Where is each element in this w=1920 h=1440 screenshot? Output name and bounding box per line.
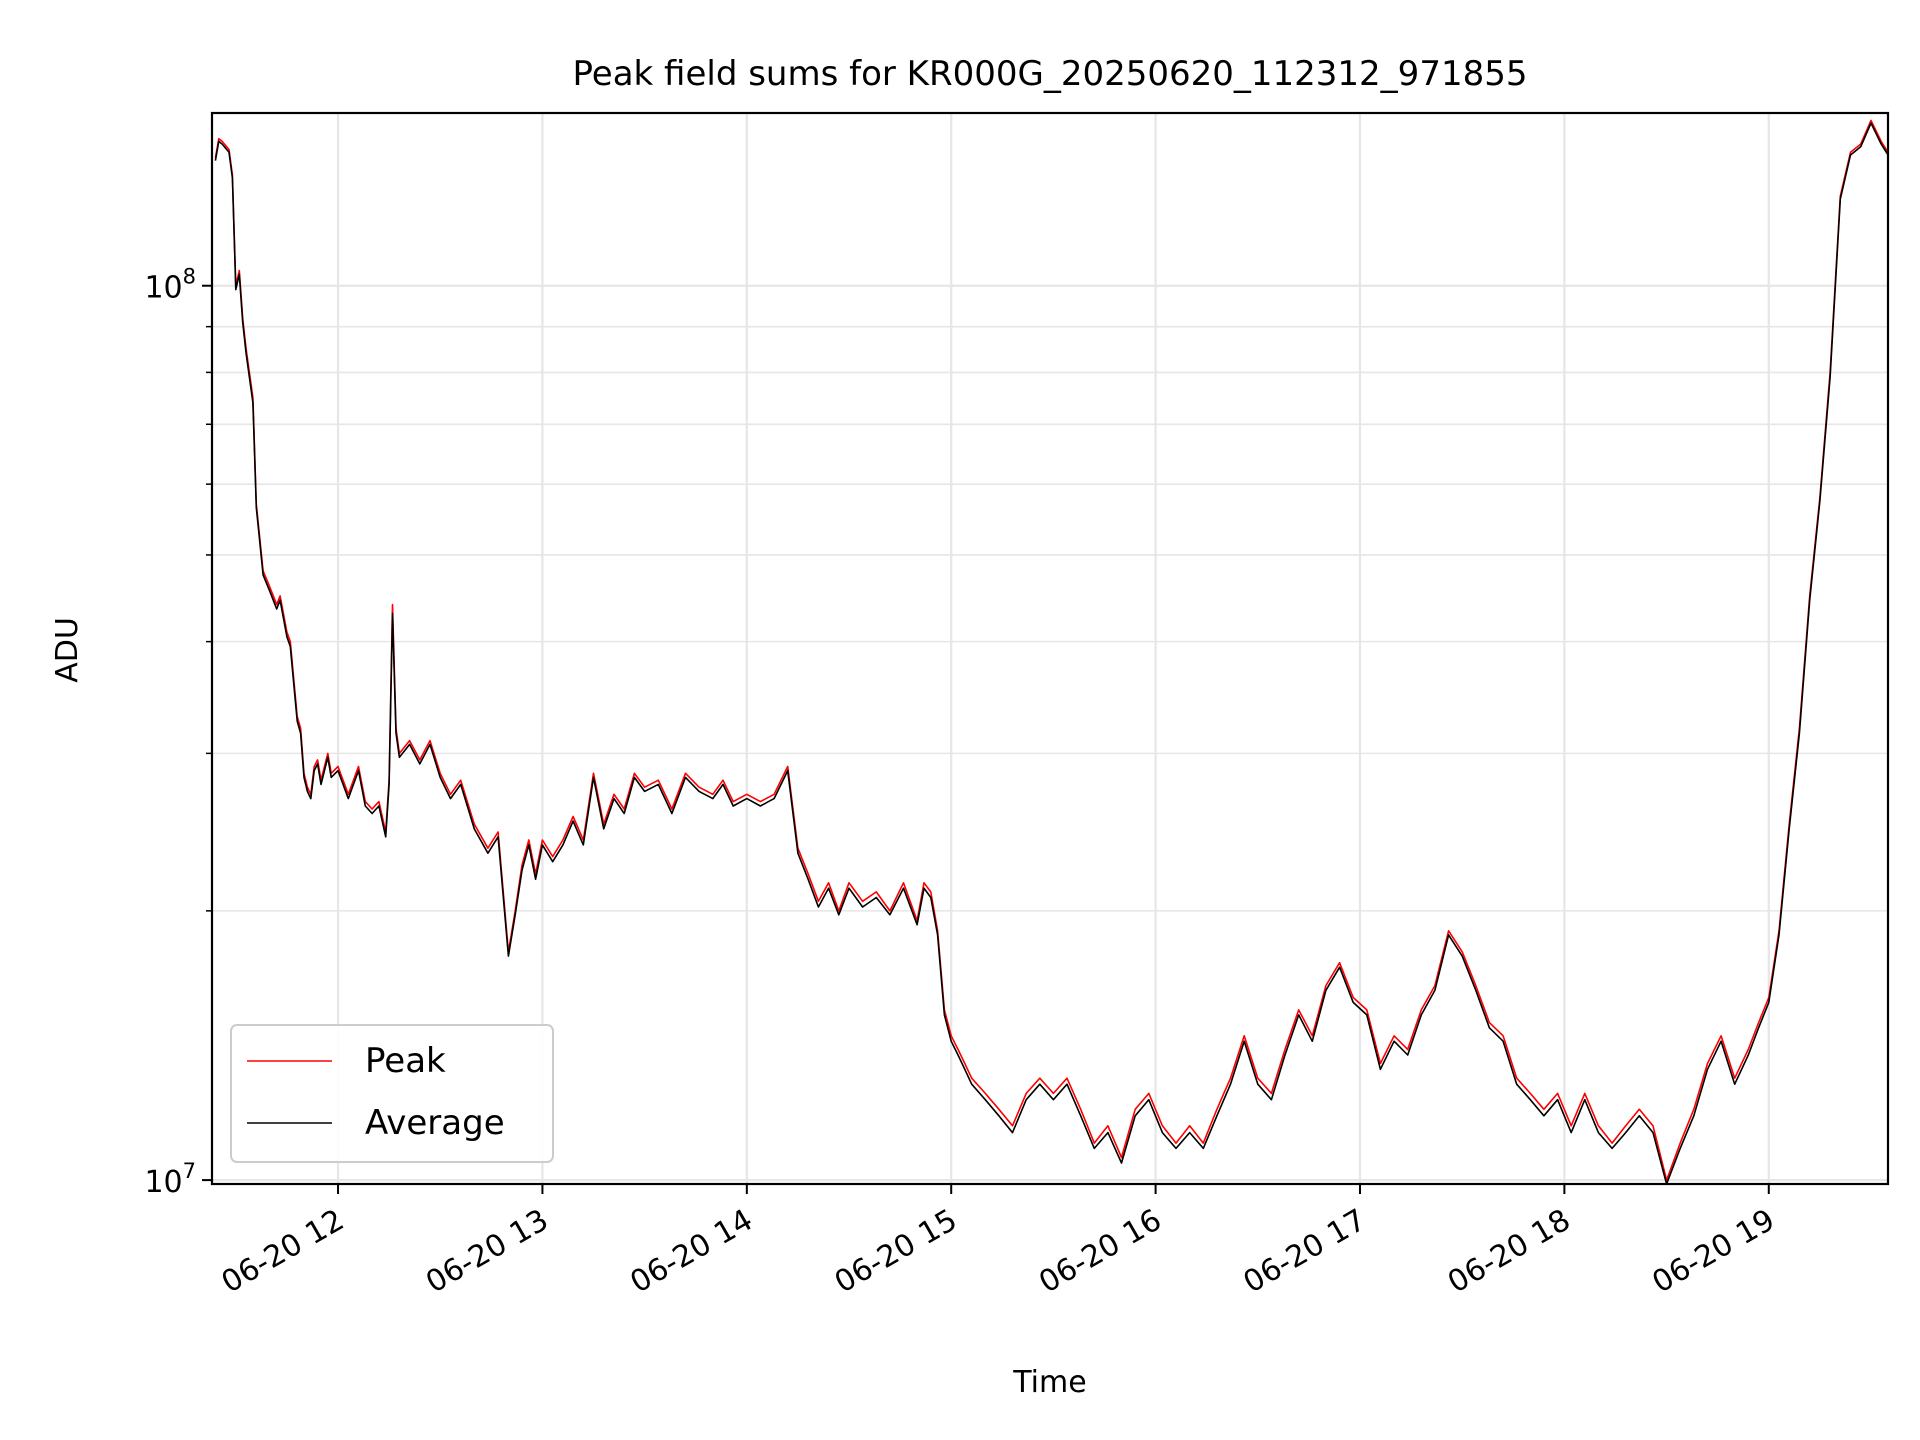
legend: Peak Average bbox=[230, 1024, 554, 1163]
y-tick-label-exponent: 7 bbox=[183, 1159, 196, 1183]
series-layer bbox=[214, 119, 1889, 1185]
series-line-peak bbox=[214, 119, 1889, 1181]
grid-lines bbox=[212, 113, 1888, 1184]
legend-label-peak: Peak bbox=[365, 1041, 446, 1081]
x-axis-label: Time bbox=[1012, 1365, 1086, 1400]
y-tick-label: 108 bbox=[144, 265, 196, 306]
legend-label-average: Average bbox=[365, 1103, 505, 1143]
y-tick-label: 107 bbox=[144, 1159, 196, 1200]
plot-frame bbox=[210, 111, 1890, 1186]
y-axis-label: ADU bbox=[50, 617, 85, 683]
y-tick-label-base: 10 bbox=[144, 271, 182, 306]
y-tick-label-base: 10 bbox=[144, 1165, 182, 1200]
legend-box bbox=[230, 1024, 554, 1163]
chart-title: Peak field sums for KR000G_20250620_1123… bbox=[573, 54, 1528, 94]
y-tick-label-exponent: 8 bbox=[183, 265, 196, 289]
series-line-average bbox=[214, 122, 1889, 1185]
